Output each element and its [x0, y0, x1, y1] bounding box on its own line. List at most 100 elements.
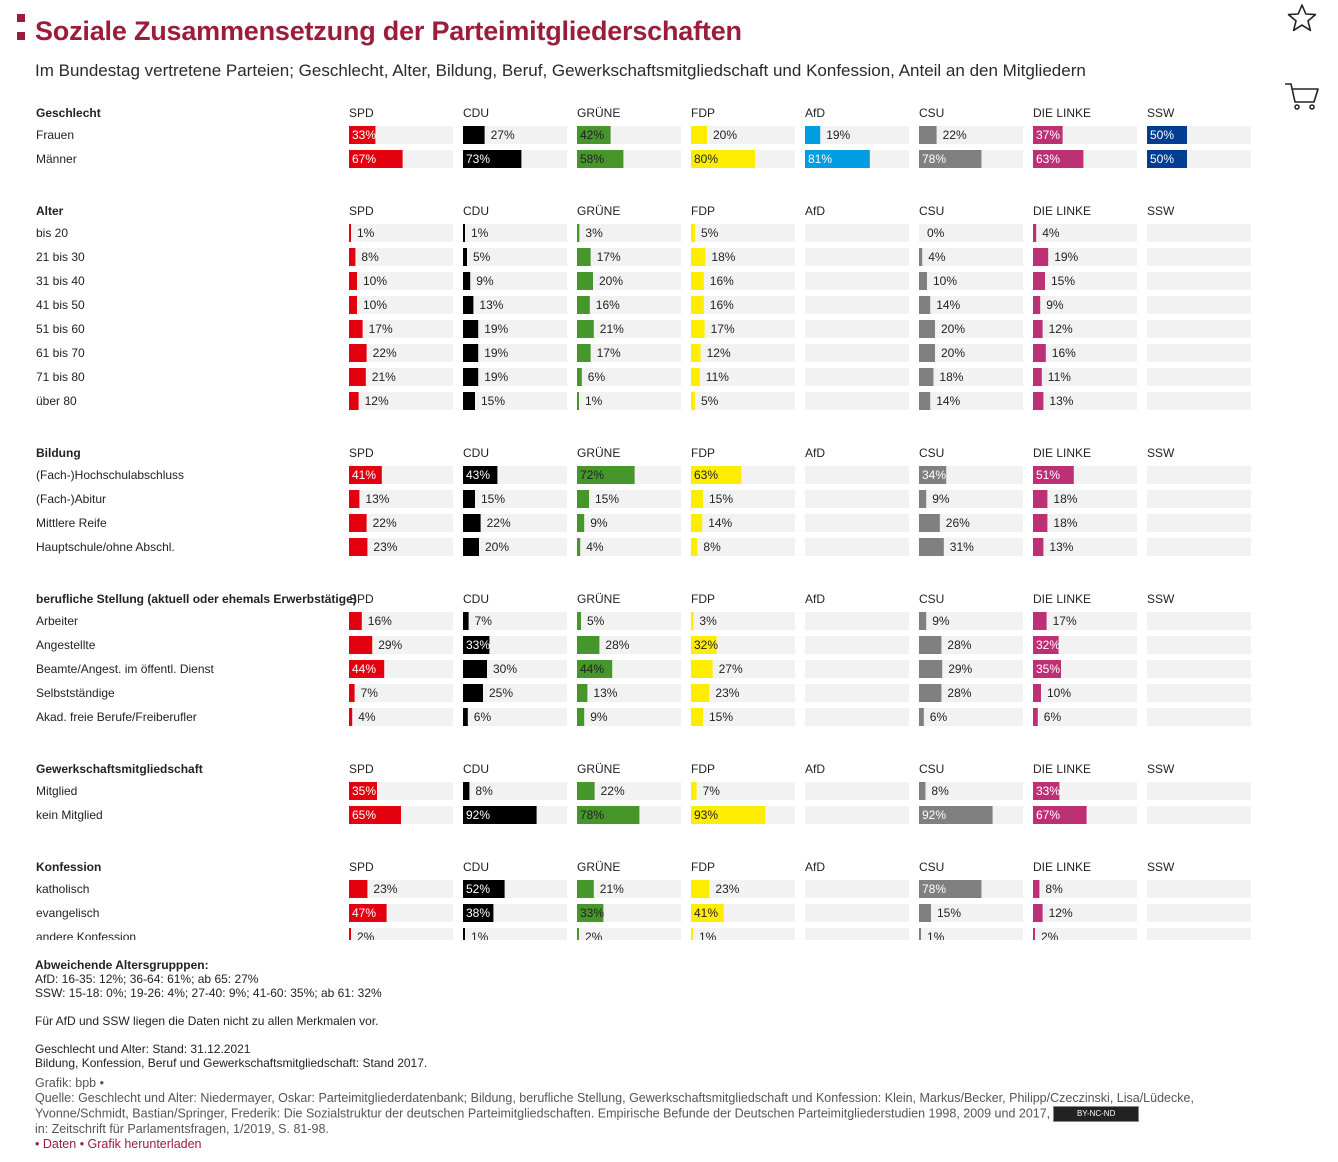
row-label: Männer — [36, 152, 77, 166]
bar-grüne — [577, 660, 613, 678]
party-header-afd: AfD — [805, 762, 825, 776]
bar-csu — [919, 684, 942, 702]
row-label: Selbstständige — [36, 686, 115, 700]
bar-csu — [919, 538, 944, 556]
party-header-spd: SPD — [349, 204, 374, 218]
bar-spd — [349, 392, 359, 410]
party-header-csu: CSU — [919, 106, 944, 120]
bar-track — [805, 490, 909, 508]
bar-track — [919, 514, 1023, 532]
row-label: andere Konfession — [36, 930, 136, 940]
bar-die-linke — [1033, 514, 1048, 532]
party-header-die-linke: DIE LINKE — [1033, 204, 1091, 218]
bar-track — [1147, 392, 1251, 410]
bar-csu — [919, 296, 931, 314]
bar-spd — [349, 538, 368, 556]
cart-icon[interactable] — [1284, 80, 1320, 112]
bar-track — [463, 928, 567, 940]
bar-afd — [805, 126, 821, 144]
bar-grüne — [577, 344, 591, 362]
bar-die-linke — [1033, 126, 1063, 144]
value-label: 15% — [1051, 274, 1075, 288]
bar-csu — [919, 636, 942, 654]
party-header-csu: CSU — [919, 446, 944, 460]
bar-cdu — [463, 904, 494, 922]
value-label: 2% — [357, 930, 375, 940]
bar-track — [463, 296, 567, 314]
value-label: 33% — [466, 638, 490, 652]
bar-track — [691, 660, 795, 678]
value-label: 19% — [484, 322, 508, 336]
bar-fdp — [691, 272, 704, 290]
bar-spd — [349, 224, 351, 242]
value-label: 50% — [1150, 128, 1174, 142]
value-label: 7% — [475, 614, 493, 628]
data-link[interactable]: Daten — [42, 1137, 77, 1151]
value-label: 81% — [808, 152, 832, 166]
value-label: 10% — [363, 274, 387, 288]
notes-coverage: Für AfD und SSW liegen die Daten nicht z… — [35, 1014, 379, 1028]
credit-grafik: Grafik: bpb • — [35, 1076, 104, 1090]
bar-track — [577, 514, 681, 532]
value-label: 42% — [580, 128, 604, 142]
bar-track — [805, 248, 909, 266]
value-label: 12% — [707, 346, 731, 360]
bar-track — [577, 392, 681, 410]
bar-track — [919, 368, 1023, 386]
bar-track — [919, 490, 1023, 508]
bar-cdu — [463, 296, 474, 314]
bar-die-linke — [1033, 296, 1041, 314]
bar-csu — [919, 880, 982, 898]
bar-track — [349, 928, 453, 940]
party-bar-chart: Geschlecht SPD CDU GRÜNE FDP AfD CSU DIE LINKE S… — [36, 106, 1251, 940]
bar-track — [805, 538, 909, 556]
bar-spd — [349, 344, 367, 362]
bar-track — [349, 490, 453, 508]
bar-track — [577, 538, 681, 556]
value-label: 73% — [466, 152, 490, 166]
bar-track — [1033, 272, 1137, 290]
notes-afd: AfD: 16-35: 12%; 36-64: 61%; ab 65: 27% — [35, 972, 259, 986]
download-link[interactable]: Grafik herunterladen — [87, 1137, 202, 1151]
bar-track — [1033, 636, 1137, 654]
bar-track — [805, 880, 909, 898]
bar-track — [805, 806, 909, 824]
value-label: 15% — [709, 492, 733, 506]
bar-track — [1147, 490, 1251, 508]
bar-track — [1033, 490, 1137, 508]
notes-ssw: SSW: 15-18: 0%; 19-26: 4%; 27-40: 9%; 41… — [35, 986, 382, 1000]
bar-grüne — [577, 150, 624, 168]
bar-track — [1147, 928, 1251, 940]
bar-track — [463, 224, 567, 242]
bar-spd — [349, 296, 357, 314]
notes-stand-2: Bildung, Konfession, Beruf und Gewerksch… — [35, 1056, 428, 1070]
bar-fdp — [691, 636, 717, 654]
bar-track — [805, 782, 909, 800]
value-label: 8% — [361, 250, 379, 264]
bar-track — [919, 272, 1023, 290]
value-label: 29% — [378, 638, 402, 652]
bar-track — [577, 344, 681, 362]
bar-track — [463, 272, 567, 290]
party-header-ssw: SSW — [1147, 446, 1175, 460]
bar-track — [691, 126, 795, 144]
bar-die-linke — [1033, 612, 1047, 630]
value-label: 32% — [694, 638, 718, 652]
bar-csu — [919, 248, 923, 266]
bar-track — [1147, 368, 1251, 386]
value-label: 7% — [361, 686, 379, 700]
value-label: 6% — [1044, 710, 1062, 724]
bar-track — [1147, 224, 1251, 242]
bar-track — [1033, 514, 1137, 532]
party-header-afd: AfD — [805, 204, 825, 218]
bar-grüne — [577, 490, 589, 508]
notes: Abweichende Altersgrupppen: AfD: 16-35: … — [35, 958, 1275, 1070]
bar-spd — [349, 660, 385, 678]
bar-spd — [349, 514, 367, 532]
license-badge[interactable]: BY-NC-ND — [1053, 1106, 1140, 1122]
bar-track — [919, 248, 1023, 266]
value-label: 38% — [466, 906, 490, 920]
bar-die-linke — [1033, 224, 1037, 242]
value-label: 23% — [715, 882, 739, 896]
star-icon[interactable] — [1286, 2, 1318, 34]
